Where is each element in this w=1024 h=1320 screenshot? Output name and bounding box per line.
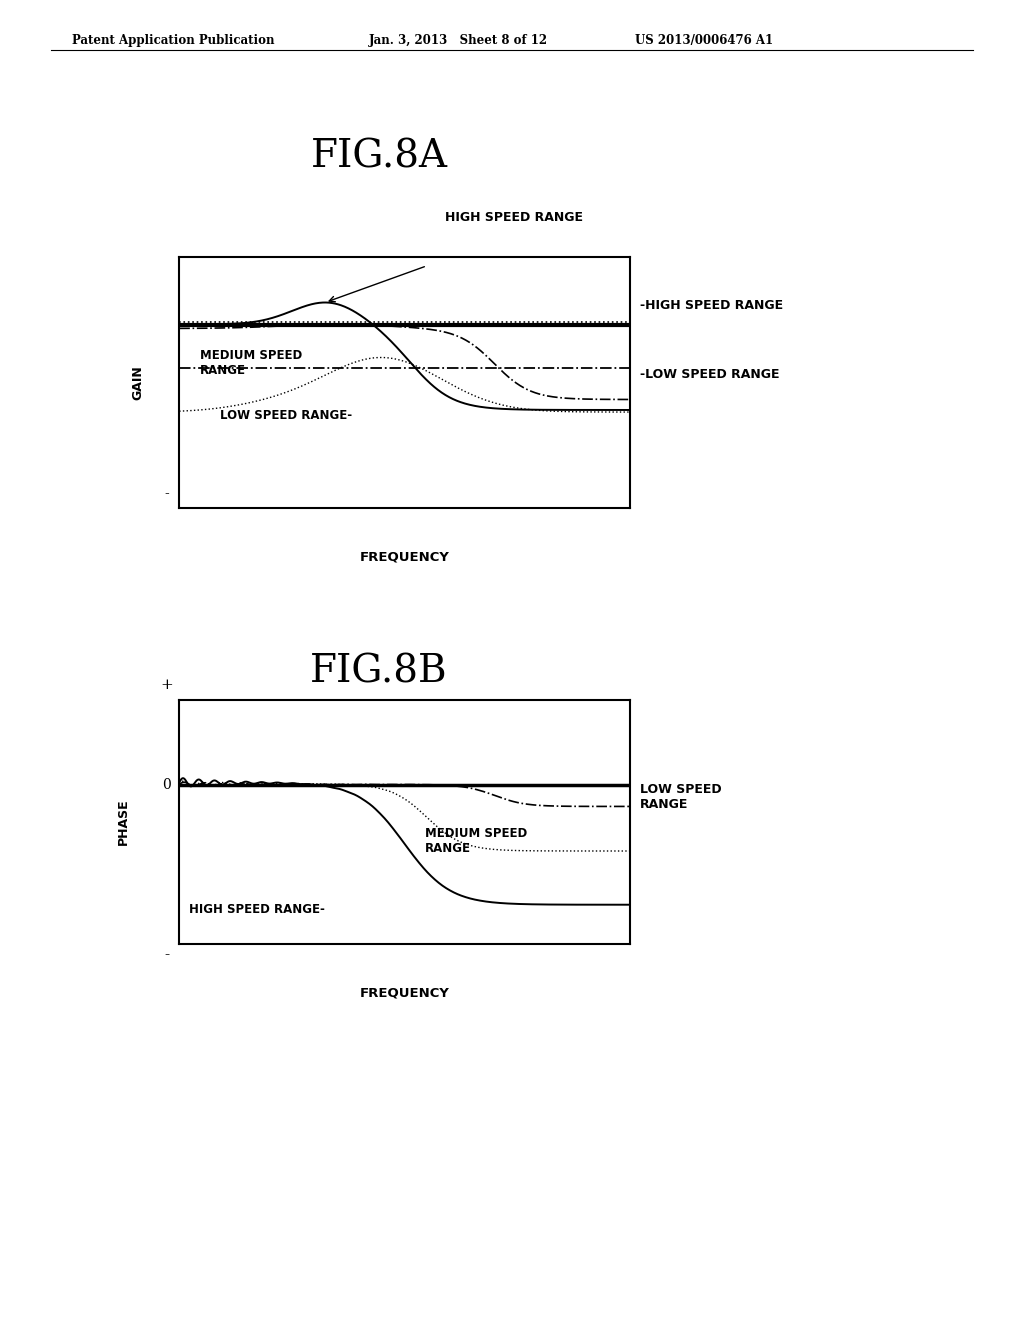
Text: HIGH SPEED RANGE-: HIGH SPEED RANGE- <box>189 903 326 916</box>
Text: LOW SPEED
RANGE: LOW SPEED RANGE <box>640 783 722 812</box>
Text: MEDIUM SPEED
RANGE: MEDIUM SPEED RANGE <box>200 348 302 376</box>
Text: FREQUENCY: FREQUENCY <box>359 550 450 564</box>
Text: GAIN: GAIN <box>132 366 144 400</box>
Text: -HIGH SPEED RANGE: -HIGH SPEED RANGE <box>640 300 783 312</box>
Text: FIG.8B: FIG.8B <box>310 653 447 690</box>
Text: 0: 0 <box>163 777 171 792</box>
Text: FIG.8A: FIG.8A <box>310 139 447 176</box>
Text: MEDIUM SPEED
RANGE: MEDIUM SPEED RANGE <box>425 828 527 855</box>
Text: US 2013/0006476 A1: US 2013/0006476 A1 <box>635 34 773 48</box>
Text: -: - <box>164 948 170 962</box>
Text: -LOW SPEED RANGE: -LOW SPEED RANGE <box>640 368 779 381</box>
Text: HIGH SPEED RANGE: HIGH SPEED RANGE <box>445 211 584 224</box>
Text: -: - <box>165 487 169 502</box>
Text: Patent Application Publication: Patent Application Publication <box>72 34 274 48</box>
Text: LOW SPEED RANGE-: LOW SPEED RANGE- <box>220 409 352 422</box>
Text: Jan. 3, 2013   Sheet 8 of 12: Jan. 3, 2013 Sheet 8 of 12 <box>369 34 548 48</box>
Text: +: + <box>161 677 173 692</box>
Text: PHASE: PHASE <box>117 799 129 845</box>
Text: FREQUENCY: FREQUENCY <box>359 986 450 999</box>
